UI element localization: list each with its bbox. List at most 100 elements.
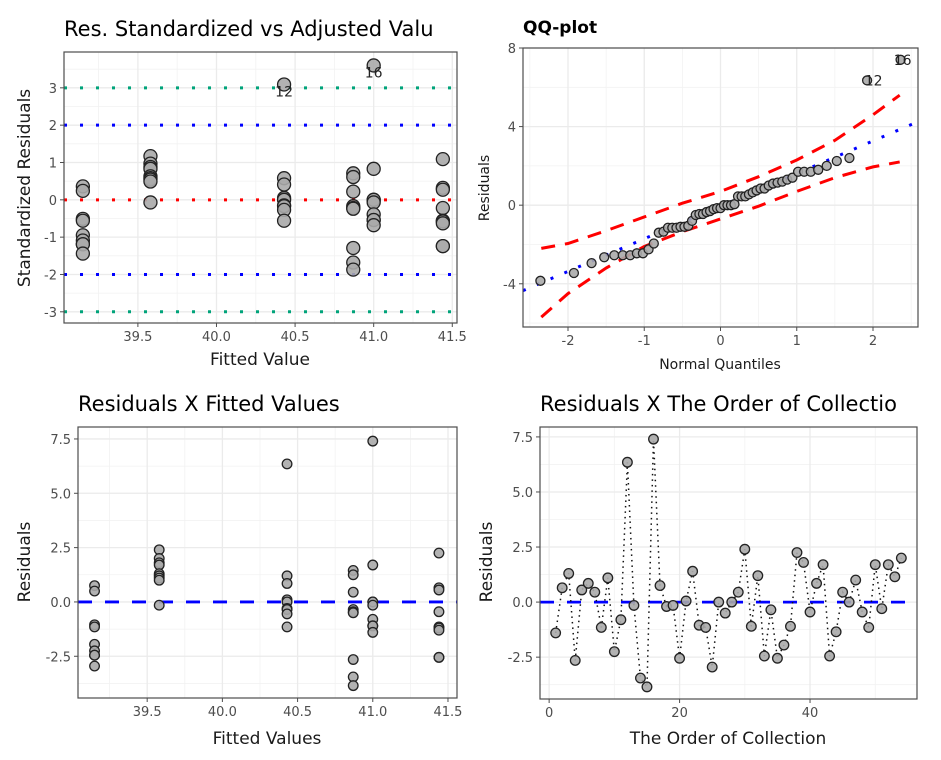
data-point	[713, 596, 725, 608]
data-point	[804, 606, 816, 618]
data-point	[367, 435, 379, 447]
x-tick-label: 20	[671, 706, 688, 721]
data-point	[648, 433, 659, 445]
chart-title: QQ-plot	[523, 18, 597, 38]
data-point	[837, 586, 849, 598]
data-point	[674, 652, 686, 664]
point-annotation: 16	[365, 65, 383, 81]
data-point	[582, 577, 594, 589]
data-point	[641, 681, 653, 693]
chart-title: Res. Standardized vs Adjusted Valu	[64, 17, 434, 41]
data-point	[895, 54, 906, 65]
data-point	[758, 650, 770, 662]
data-point	[75, 213, 91, 228]
x-axis-label: Fitted Values	[213, 729, 322, 749]
x-tick-label: 41.5	[433, 705, 462, 720]
point-annotation: 12	[865, 73, 883, 89]
data-point	[889, 571, 901, 583]
data-point	[367, 559, 379, 571]
data-point	[589, 586, 601, 598]
y-tick-label: 7.5	[512, 431, 533, 446]
data-point	[433, 651, 445, 663]
data-point	[739, 543, 751, 555]
data-point	[830, 626, 842, 638]
data-point	[706, 661, 718, 673]
data-point	[435, 200, 451, 216]
data-point	[765, 604, 777, 616]
data-point	[366, 195, 381, 210]
data-point	[346, 169, 361, 185]
data-point	[435, 216, 451, 231]
y-tick-label: 1	[49, 156, 57, 171]
y-tick-label: 0.0	[512, 596, 533, 611]
data-point	[817, 559, 829, 571]
y-tick-label: -3	[44, 306, 57, 321]
data-point	[844, 152, 855, 164]
x-tick-label: 39.5	[123, 330, 152, 345]
data-point	[634, 672, 646, 684]
data-point	[785, 620, 796, 632]
data-point	[778, 639, 790, 651]
data-point	[153, 599, 165, 611]
y-tick-label: -1	[44, 231, 57, 246]
data-point	[346, 240, 361, 256]
y-tick-label: 2.5	[512, 541, 533, 556]
data-point	[569, 655, 581, 666]
x-tick-label: 41.0	[358, 705, 387, 720]
data-point	[700, 621, 712, 633]
y-tick-label: -2	[44, 268, 57, 283]
x-tick-label: -2	[562, 334, 575, 349]
chart-title: Residuals X Fitted Values	[78, 392, 340, 416]
data-point	[752, 570, 764, 582]
data-point	[550, 627, 562, 639]
x-tick-label: 39.5	[133, 705, 162, 720]
data-point	[433, 547, 445, 559]
data-point	[75, 246, 91, 261]
data-point	[535, 275, 546, 286]
x-tick-label: 40.0	[202, 330, 231, 345]
x-tick-label: 40.0	[208, 705, 237, 720]
y-tick-label: 5.0	[512, 486, 533, 501]
data-point	[628, 599, 640, 611]
data-point	[576, 584, 588, 596]
data-point	[346, 201, 361, 216]
data-point	[745, 620, 757, 632]
data-point	[153, 574, 165, 586]
data-point	[824, 650, 836, 662]
data-point	[732, 586, 744, 598]
x-tick-label: 0	[545, 706, 553, 721]
data-point	[276, 213, 292, 228]
y-axis-label: Residuals	[15, 522, 35, 603]
data-point	[843, 596, 855, 608]
data-point	[281, 608, 293, 620]
data-point	[563, 568, 575, 579]
data-point	[89, 660, 100, 672]
x-tick-label: 41.5	[438, 330, 467, 345]
data-point	[367, 599, 379, 611]
data-point	[621, 456, 633, 468]
point-annotation: 12	[275, 84, 293, 100]
panel-border	[539, 426, 918, 700]
data-point	[811, 577, 823, 589]
plot-area	[540, 433, 917, 693]
y-tick-label: -2.5	[46, 650, 71, 665]
data-point	[771, 652, 783, 664]
data-point	[276, 77, 292, 92]
data-point	[89, 585, 100, 597]
data-point	[346, 184, 361, 199]
data-point	[347, 569, 359, 581]
panel-3: 39.5 40.0 40.5 41.0 41.5 -2.5 0.0 2.5 5.0 7.5 Resi…	[15, 392, 462, 749]
data-point	[850, 574, 862, 586]
panel-border	[63, 51, 458, 324]
data-point	[615, 614, 627, 626]
data-point	[667, 599, 679, 611]
y-tick-label: 3	[49, 82, 57, 97]
data-point	[654, 580, 666, 592]
x-axis-label: Fitted Value	[210, 350, 310, 370]
data-point	[813, 164, 824, 175]
data-point	[863, 621, 875, 633]
data-point	[687, 565, 699, 577]
y-axis-label: Residuals	[477, 155, 493, 221]
